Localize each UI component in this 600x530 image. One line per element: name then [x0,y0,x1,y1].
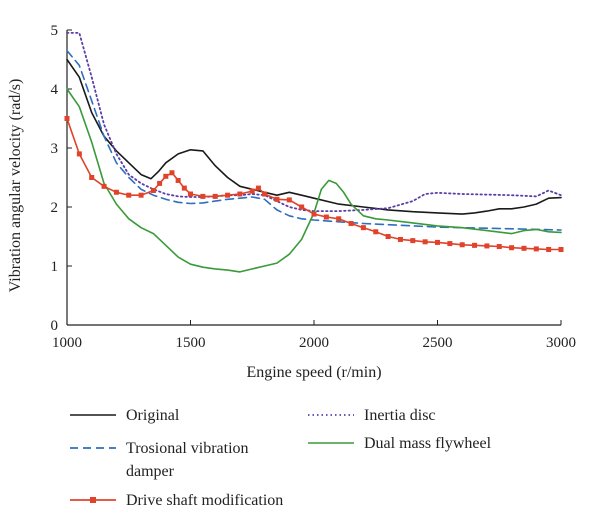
legend-item-torsional-damper: Trosional vibration damper [70,437,280,483]
data-point-drive-shaft-modification [157,180,163,186]
y-axis-title: Vibration angular velocity (rad/s) [7,79,24,293]
data-point-drive-shaft-modification [496,244,502,250]
data-point-drive-shaft-modification [126,192,132,198]
data-point-drive-shaft-modification [397,236,403,242]
data-point-drive-shaft-modification [509,245,515,251]
legend-label-inertia-disc: Inertia disc [364,407,436,424]
data-point-drive-shaft-modification [533,246,539,252]
data-point-drive-shaft-modification [181,185,187,191]
data-point-drive-shaft-modification [299,204,305,210]
data-point-drive-shaft-modification [237,191,243,197]
data-point-drive-shaft-modification [546,246,552,252]
legend-item-inertia-disc: Inertia disc [308,404,436,427]
legend-item-original: Original [70,404,179,427]
data-point-drive-shaft-modification [373,229,379,235]
data-point-drive-shaft-modification [188,191,193,197]
legend-label-drive-shaft: Drive shaft modification [126,492,284,509]
y-tick-label: 1 [51,259,59,275]
x-tick-label: 2500 [423,335,453,351]
legend-swatch-drive-shaft [70,497,116,503]
data-point-drive-shaft-modification [311,211,317,217]
legend-item-drive-shaft: Drive shaft modification [70,489,283,512]
x-tick-label: 2000 [299,335,329,351]
legend-label-torsional-damper: Trosional vibration damper [126,440,249,480]
data-point-drive-shaft-modification [484,243,490,249]
series-line-original [66,58,562,215]
data-point-drive-shaft-modification [459,242,465,248]
data-point-drive-shaft-modification [323,214,329,220]
legend-swatch-inertia-disc [308,414,354,416]
data-point-drive-shaft-modification [435,239,440,245]
x-tick-label: 3000 [546,335,576,351]
data-point-drive-shaft-modification [472,242,478,248]
data-point-drive-shaft-modification [169,170,175,176]
data-point-drive-shaft-modification [76,151,82,157]
data-point-drive-shaft-modification [138,192,144,198]
data-point-drive-shaft-modification [521,245,527,251]
legend-swatch-dual-mass-flywheel [308,442,354,444]
data-point-drive-shaft-modification [225,192,231,198]
y-tick-label: 3 [51,141,59,157]
series-line-dual-mass-flywheel [66,88,562,273]
data-point-drive-shaft-modification [422,239,428,245]
data-point-drive-shaft-modification [360,225,366,231]
data-point-drive-shaft-modification [274,196,280,202]
data-point-drive-shaft-modification [385,234,391,239]
data-point-drive-shaft-modification [175,177,181,183]
data-point-drive-shaft-modification [150,187,156,193]
data-point-drive-shaft-modification [113,189,119,195]
legend-label-dual-mass-flywheel: Dual mass flywheel [364,435,492,452]
legend-item-dual-mass-flywheel: Dual mass flywheel [308,432,491,455]
x-axis-title: Engine speed (r/min) [246,364,381,381]
data-point-drive-shaft-modification [255,185,261,191]
data-point-drive-shaft-modification [262,191,268,197]
x-tick-label: 1000 [52,335,82,351]
series-line-inertia-disc [66,32,562,213]
data-point-drive-shaft-modification [410,238,416,244]
legend-label-original: Original [126,407,180,424]
data-point-drive-shaft-modification [336,216,342,222]
y-tick-label: 0 [51,318,59,334]
data-point-drive-shaft-modification [64,116,70,121]
data-point-drive-shaft-modification [101,183,107,189]
data-point-drive-shaft-modification [200,193,206,199]
legend-swatch-original [70,414,116,416]
data-point-drive-shaft-modification [89,175,95,180]
legend-swatch-torsional-damper [70,447,116,449]
data-point-drive-shaft-modification [447,241,453,247]
y-tick-label: 5 [51,23,59,39]
data-point-drive-shaft-modification [286,197,292,203]
data-point-drive-shaft-modification [249,188,255,194]
series-line-trosional-vibration-damper [66,49,562,231]
y-tick-label: 4 [51,82,59,98]
data-point-drive-shaft-modification [212,193,218,199]
data-point-drive-shaft-modification [163,173,169,179]
x-tick-label: 1500 [176,335,206,351]
data-point-drive-shaft-modification [348,221,354,227]
data-point-drive-shaft-modification [558,246,564,252]
y-tick-label: 2 [51,200,59,216]
